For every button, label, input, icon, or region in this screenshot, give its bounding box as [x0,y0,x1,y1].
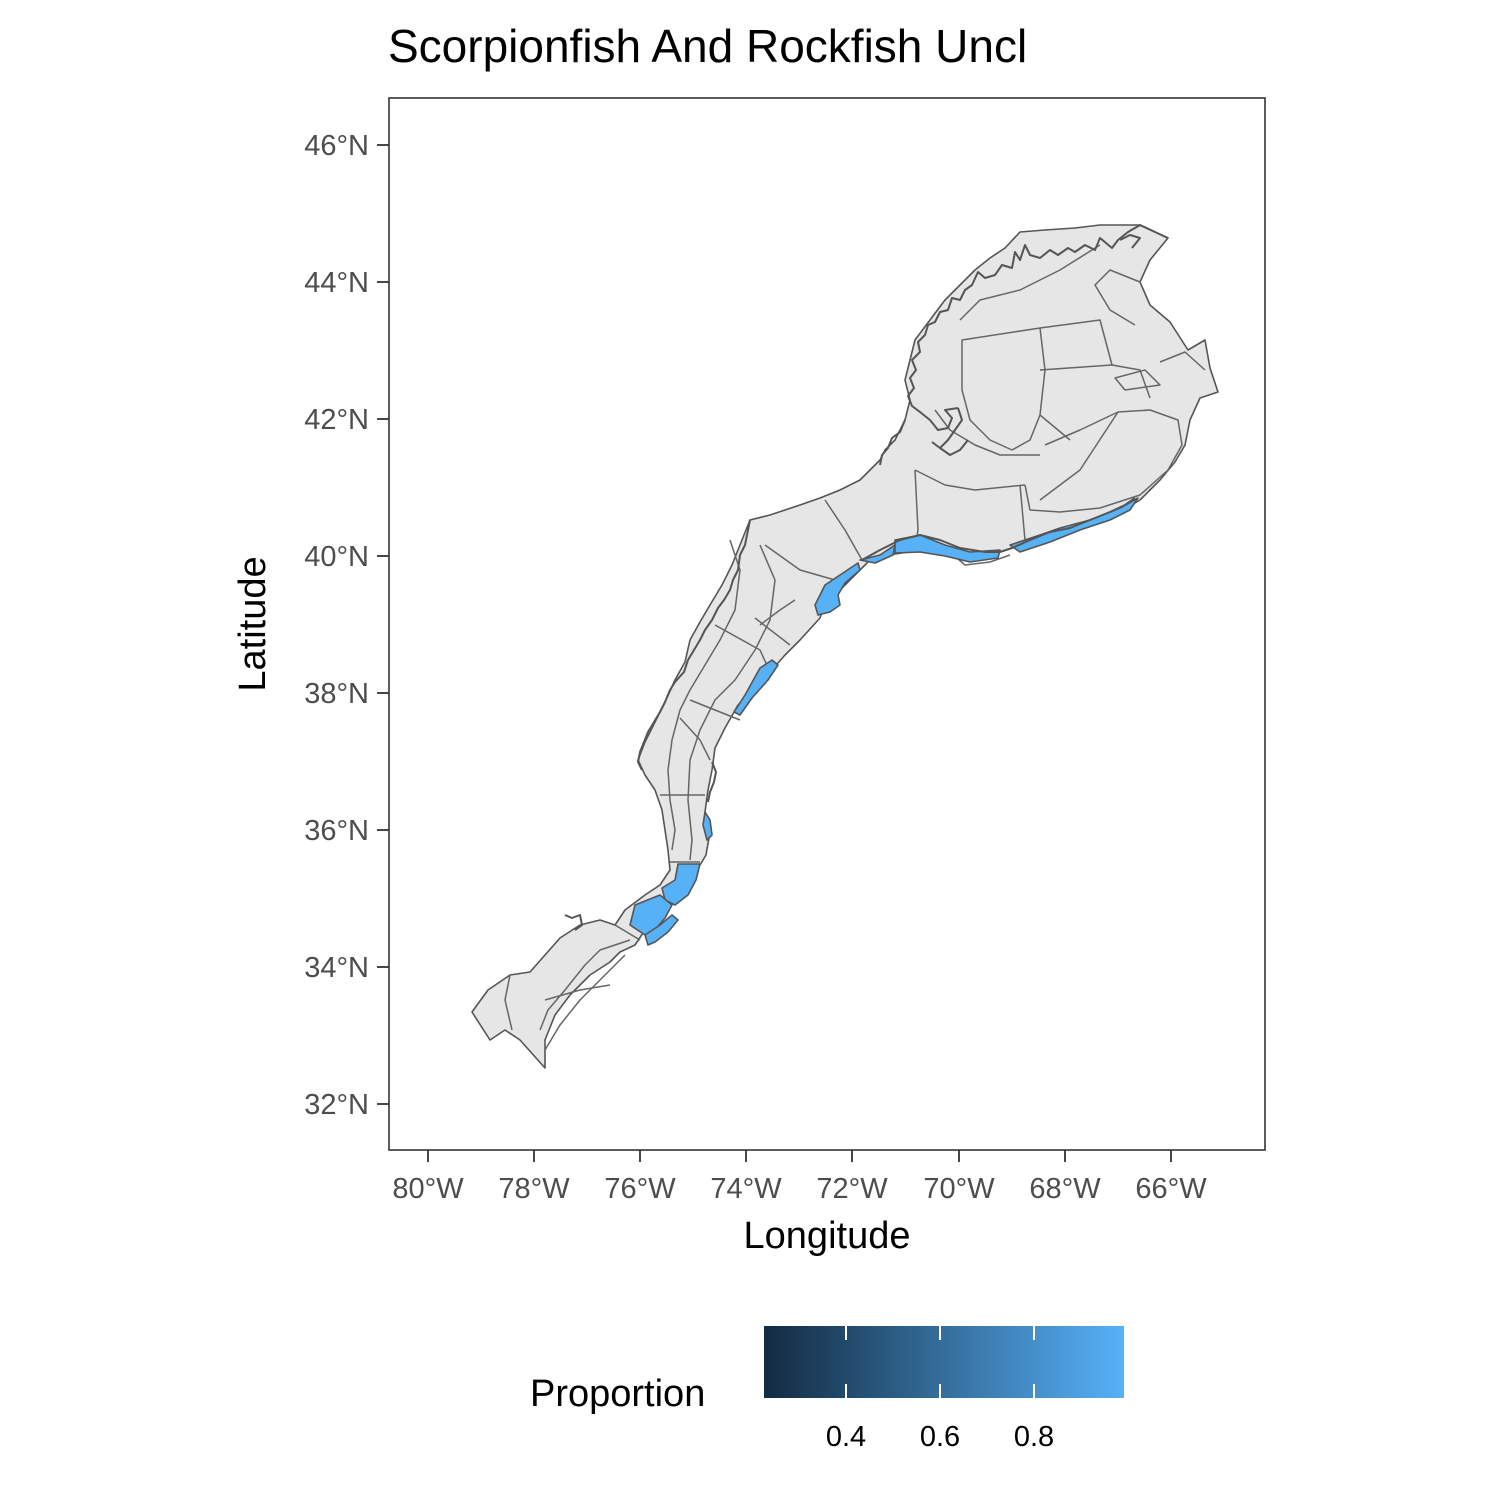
x-tick-label: 66°W [1135,1173,1207,1205]
stratum-boundary [667,539,741,851]
stratum-boundary [1159,351,1206,371]
stratum-boundary [679,717,711,761]
stratum-boundary [614,924,641,941]
stratum-boundary [764,544,836,581]
stratum-boundary [1094,269,1141,326]
stratum-boundary [959,244,1101,321]
stratum-high-proportion [894,534,1001,563]
stratum-boundary [759,599,796,626]
stratum-boundary [961,327,1046,451]
stratum-high-proportion [661,863,701,906]
map-strata [471,224,1219,1069]
chart-title: Scorpionfish And Rockfish Uncl [388,20,1027,72]
coastline [707,761,717,803]
x-tick-label: 76°W [604,1173,676,1205]
legend-label: 0.6 [920,1421,960,1453]
stratum-high-proportion [859,544,896,564]
legend-label: 0.8 [1014,1421,1054,1453]
y-tick-label: 32°N [304,1089,369,1121]
stratum-high-proportion [814,562,861,616]
x-axis-title: Longitude [744,1215,911,1257]
y-axis: 32°N 34°N 36°N 38°N 40°N 42°N 44°N 46°N [304,130,389,1121]
stratum-boundary [1019,484,1026,541]
stratum-boundary [934,409,1040,456]
y-tick-label: 46°N [304,130,369,162]
stratum-boundary [1039,364,1113,371]
y-axis-title: Latitude [232,556,274,691]
stratum-boundary [689,699,741,721]
x-tick-label: 68°W [1029,1173,1101,1205]
stratum-high-proportion [702,811,713,841]
y-tick-label: 40°N [304,541,369,573]
stratum-high-proportion [644,914,679,946]
stratum-high-proportion [1009,497,1139,553]
x-axis: 80°W 78°W 76°W 74°W 72°W 70°W 68°W 66°W [392,1150,1207,1205]
y-tick-label: 38°N [304,678,369,710]
stratum-boundary [754,617,791,646]
stratum-boundary [1024,409,1183,513]
legend-label: 0.4 [826,1421,866,1453]
legend-title: Proportion [530,1373,705,1415]
stratum-boundary [1039,411,1119,501]
stratum-boundary [824,499,863,561]
x-tick-label: 70°W [923,1173,995,1205]
stratum-boundary [544,954,626,1051]
stratum-boundary [544,984,611,1001]
coastline [879,419,906,466]
x-tick-label: 80°W [392,1173,464,1205]
y-tick-label: 42°N [304,404,369,436]
legend-colorbar [764,1326,1124,1398]
y-tick-label: 44°N [304,267,369,299]
coastline [907,224,1169,431]
coastline [564,914,583,931]
y-tick-label: 34°N [304,952,369,984]
legend: Proportion 0.4 0.6 0.8 [530,1326,1124,1453]
y-tick-label: 36°N [304,815,369,847]
coastline [931,407,963,449]
coastline [999,497,1136,553]
stratum-boundary [1039,414,1071,441]
coastline [939,439,969,456]
stratum-high-proportion [733,659,779,716]
coastline [637,519,751,771]
coastline [1119,234,1141,249]
x-tick-label: 74°W [710,1173,782,1205]
x-tick-label: 72°W [816,1173,888,1205]
stratum-boundary [687,544,776,861]
stratum-boundary [504,974,513,1031]
coastline [861,534,1000,561]
x-tick-label: 78°W [498,1173,570,1205]
stratum-boundary [539,939,631,1031]
stratum-boundary [914,469,1026,491]
stratum-boundary [1114,369,1161,391]
